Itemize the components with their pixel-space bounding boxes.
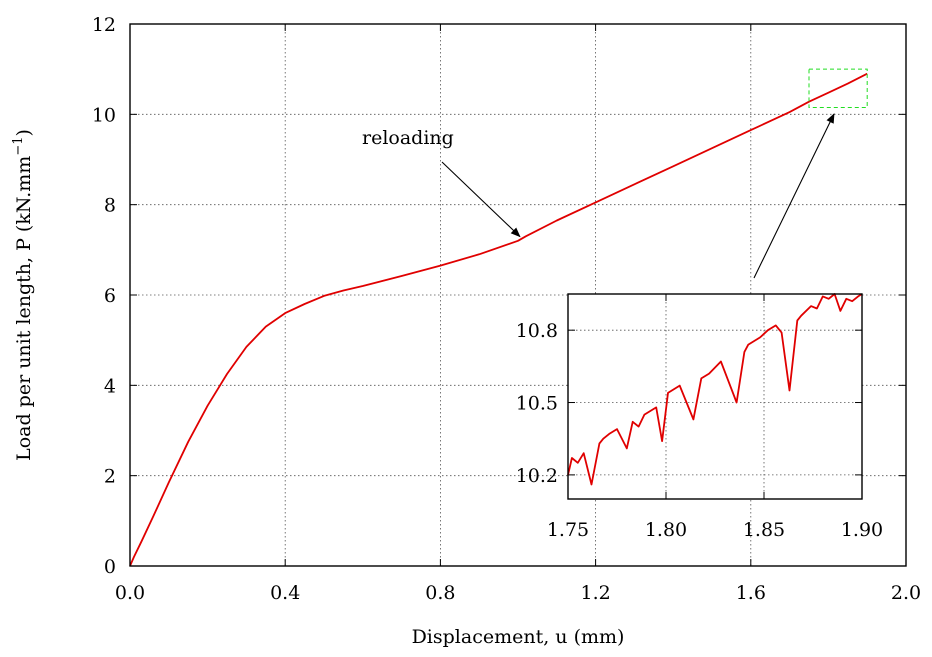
main-y-tick-label: 8 [104, 195, 116, 217]
main-series [129, 72, 868, 567]
main-y-tick-label: 4 [104, 375, 116, 397]
y-axis-title-close: ) [13, 129, 35, 136]
inset-x-tick-label: 1.90 [841, 519, 883, 541]
main-plot-frame [129, 23, 907, 567]
inset-y-tick-label: 10.8 [516, 320, 558, 342]
y-axis-title-superscript: −1 [11, 137, 26, 156]
main-series-line [129, 72, 868, 567]
inset-series [567, 293, 863, 486]
main-x-tick-label: 0.4 [270, 582, 300, 604]
main-x-tick-label: 0.0 [115, 582, 145, 604]
zoom-arrow [753, 113, 835, 279]
main-y-tick-label: 12 [92, 14, 116, 36]
main-grid [130, 24, 906, 566]
main-x-tick-label: 2.0 [891, 582, 921, 604]
inset-x-tick-label: 1.75 [547, 519, 589, 541]
inset-x-tick-label: 1.80 [645, 519, 687, 541]
inset-plot-frame [567, 293, 863, 500]
inset-x-tick-label: 1.85 [743, 519, 785, 541]
y-axis-title: Load per unit length, P (kN.mm−1) [11, 129, 35, 461]
y-axis-title-main: Load per unit length, P (kN.mm [13, 156, 35, 461]
main-x-tick-label: 0.8 [425, 582, 455, 604]
main-y-tick-label: 6 [104, 285, 116, 307]
main-y-tick-label: 0 [104, 556, 116, 578]
main-y-tick-label: 2 [104, 466, 116, 488]
main-y-tick-label: 10 [92, 104, 116, 126]
main-x-tick-label: 1.6 [736, 582, 766, 604]
inset-background [568, 294, 862, 499]
inset-ticks: 1.75 1.80 1.85 1.90 10.2 10.5 10.8 [516, 294, 883, 541]
x-axis-title: Displacement, u (mm) [412, 626, 625, 648]
inset-series-line [567, 293, 863, 486]
inset-chart: 1.75 1.80 1.85 1.90 10.2 10.5 10.8 [516, 293, 883, 541]
inset-grid [568, 294, 862, 499]
zoom-region-box [808, 68, 868, 109]
annotation-reloading: reloading [362, 127, 454, 149]
annotation-arrow [441, 161, 521, 238]
main-x-tick-label: 1.2 [580, 582, 610, 604]
inset-y-tick-label: 10.5 [516, 393, 558, 415]
inset-y-tick-label: 10.2 [516, 465, 558, 487]
